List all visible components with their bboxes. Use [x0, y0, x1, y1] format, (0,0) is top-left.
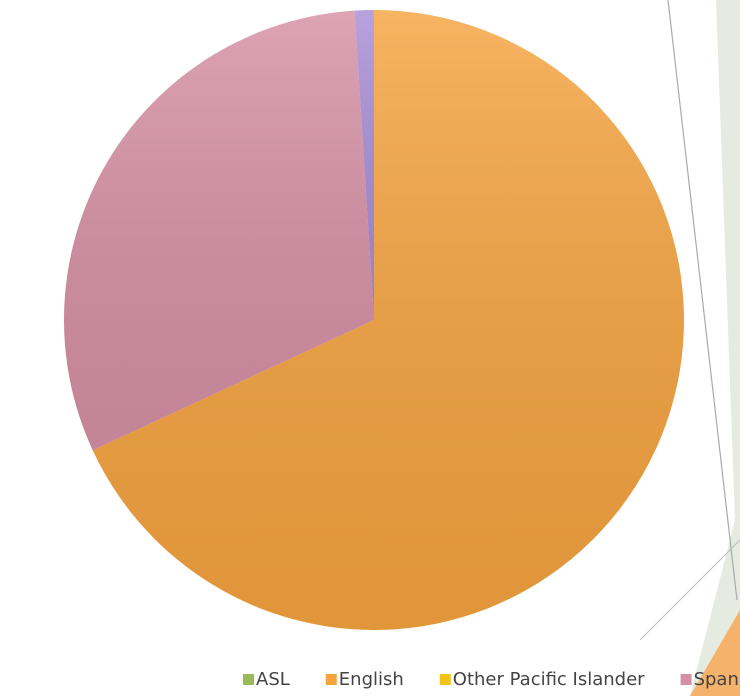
slice-shade — [354, 10, 374, 320]
legend-label: Spanish — [694, 669, 740, 690]
decor-line — [639, 539, 740, 641]
legend-label: Other Pacific Islander — [453, 669, 645, 690]
legend-swatch — [325, 674, 337, 685]
legend-label: ASL — [256, 669, 290, 690]
pie — [63, 10, 685, 630]
legend-swatch — [439, 674, 451, 685]
slice-shade — [92, 320, 375, 451]
legend-swatch — [680, 674, 692, 685]
slice-shade — [92, 10, 685, 630]
legend-swatch — [243, 674, 254, 685]
decor-panel — [690, 0, 740, 696]
decor-line — [667, 0, 738, 601]
slice-shade — [63, 10, 374, 451]
decor-corner — [690, 610, 740, 696]
legend-label: English — [339, 669, 404, 690]
